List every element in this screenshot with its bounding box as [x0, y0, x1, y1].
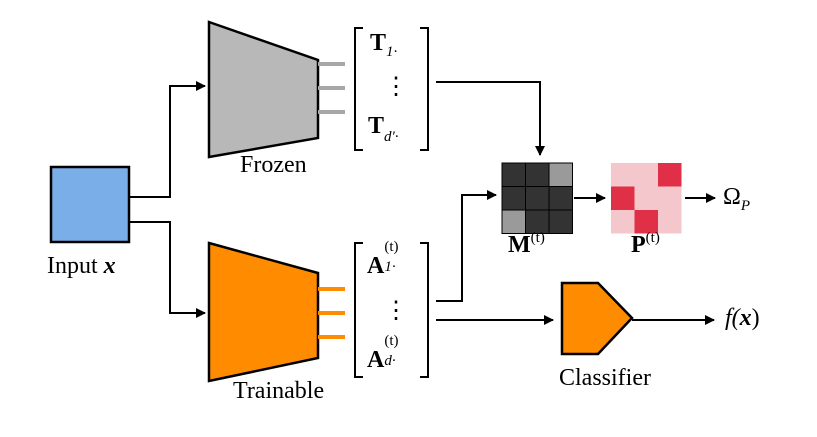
classifier-label: Classifier [559, 365, 651, 391]
m-matrix-cell [548, 162, 573, 187]
output-f: f( [725, 305, 740, 331]
a-bottom-sup: (t) [384, 333, 399, 349]
m-matrix-cell [525, 186, 550, 211]
p-matrix-cell [658, 210, 682, 234]
m-matrix-cell [501, 162, 526, 187]
p-label-main: P [631, 232, 646, 258]
p-matrix-cell [611, 186, 635, 210]
m-matrix-cell [501, 209, 526, 234]
p-matrix-cell [611, 163, 635, 187]
p-matrix-cell [658, 163, 682, 187]
a-vector-brackets [354, 242, 429, 378]
m-label-main: M [508, 232, 531, 258]
a-bottom-main: A [367, 347, 385, 373]
m-matrix-cell [548, 209, 573, 234]
input-label: Input x [47, 253, 116, 280]
frozen-label: Frozen [240, 152, 307, 178]
p-matrix-cell [634, 163, 658, 187]
a-bottom-sub: d· [384, 352, 396, 369]
a-top-sub: 1· [384, 258, 396, 275]
omega-symbol: Ω [723, 184, 741, 210]
arrow-a-to-m [436, 190, 497, 302]
m-matrix [501, 162, 573, 234]
output-label: f(x) [725, 305, 760, 332]
output-close-paren: ) [751, 305, 760, 331]
trainable-output-lines [318, 287, 345, 339]
m-label-sup: (t) [530, 230, 545, 246]
output-variable: x [739, 305, 752, 331]
p-matrix-label: P(t) [631, 230, 660, 259]
classifier-shape [560, 281, 634, 356]
p-matrix-cell [611, 210, 635, 234]
omega-p-label: ΩP [723, 184, 751, 214]
p-label-sup: (t) [645, 230, 660, 246]
input-box [49, 165, 131, 244]
arrow-t-to-m [436, 81, 545, 156]
a-vector-top: A (t) 1· [367, 239, 399, 278]
t-vector-bottom: Td′· [368, 113, 399, 145]
a-vector-bottom: A (t) d· [367, 333, 399, 372]
a-vector-dots: ⋮ [384, 298, 408, 324]
t-bottom-main: T [368, 113, 385, 139]
m-matrix-cell [548, 186, 573, 211]
t-bottom-sub: d′· [384, 129, 399, 145]
p-matrix-cell [634, 186, 658, 210]
a-top-main: A [367, 253, 385, 279]
p-matrix [611, 163, 682, 234]
m-matrix-cell [525, 162, 550, 187]
frozen-output-lines [318, 62, 345, 114]
t-top-sub: 1· [386, 44, 398, 60]
m-matrix-cell [501, 186, 526, 211]
input-arrows [129, 81, 206, 318]
trainable-encoder [207, 241, 320, 383]
p-matrix-cell [658, 186, 682, 210]
p-matrix-cell [634, 210, 658, 234]
input-variable: x [103, 253, 116, 279]
t-vector-top: T1· [370, 30, 398, 60]
m-matrix-label: M(t) [508, 230, 545, 259]
a-top-sup: (t) [384, 239, 399, 255]
t-vector-brackets [354, 27, 429, 151]
t-top-main: T [370, 30, 387, 56]
frozen-encoder [207, 20, 320, 159]
trainable-label: Trainable [233, 378, 325, 404]
t-vector-dots: ⋮ [384, 74, 408, 100]
omega-subscript: P [740, 198, 751, 214]
input-label-text: Input [47, 253, 98, 279]
